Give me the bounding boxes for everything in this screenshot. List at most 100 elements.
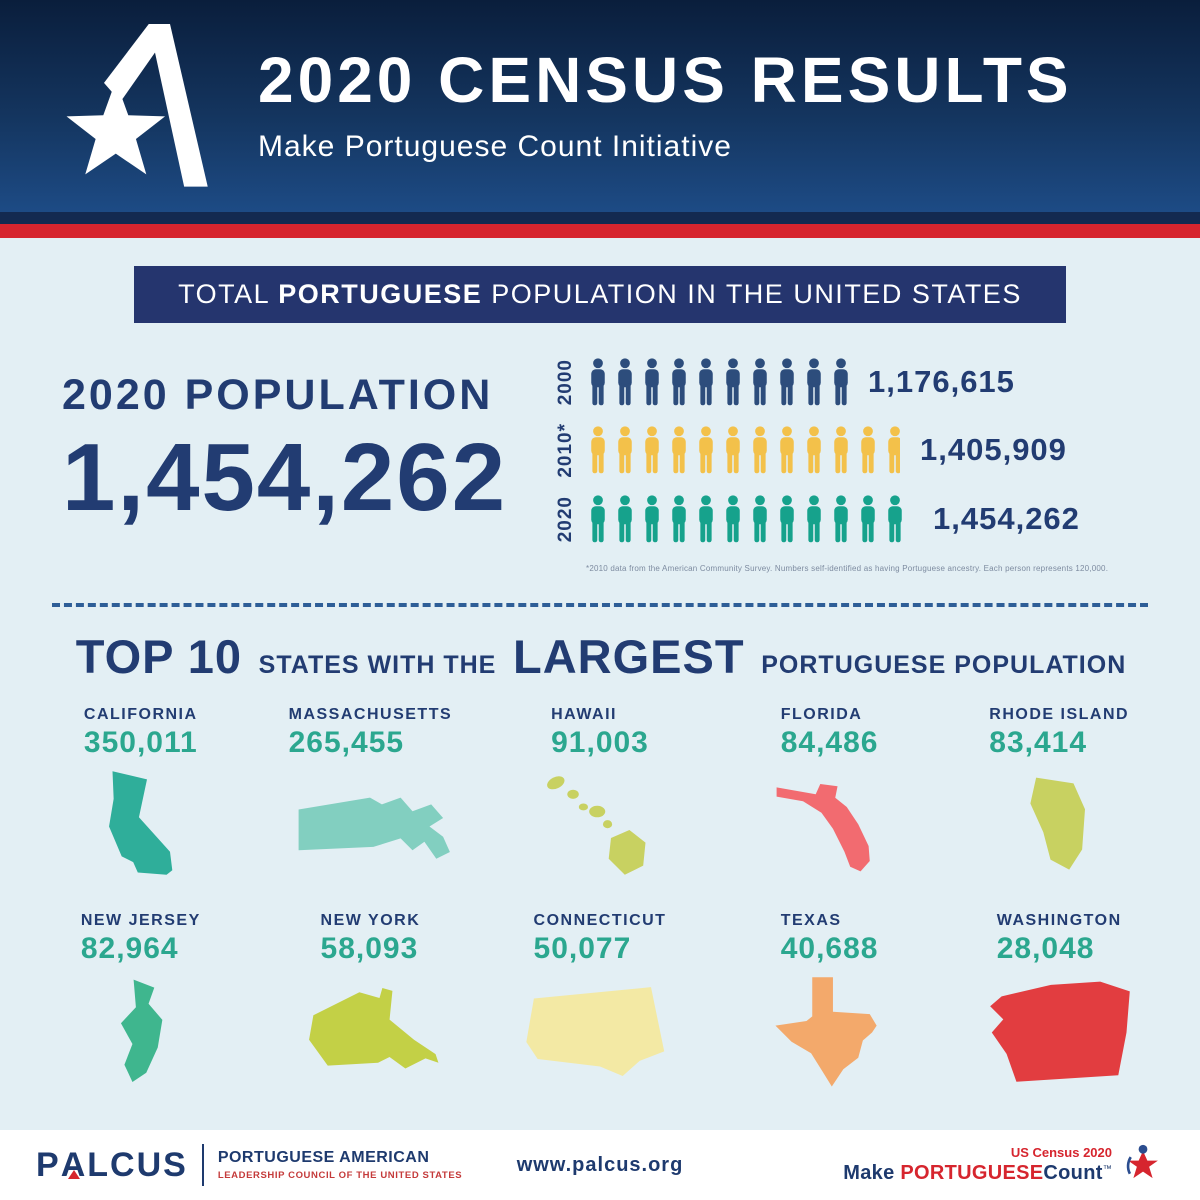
year-label: 2000 [555,358,576,406]
person-icon [586,357,610,407]
badge-make: Make [843,1162,895,1184]
person-icon-partial [910,494,913,544]
top10-heading-top10: TOP 10 [75,629,242,683]
palcus-wordmark: P A LCUS [36,1146,188,1185]
hawaii-map-icon [494,768,706,886]
person-icon [802,425,826,475]
pictogram-value: 1,405,909 [920,432,1067,468]
palcus-footer-logo: P A LCUS PORTUGUESE AMERICAN LEADERSHIP … [36,1144,462,1186]
new-york-map-icon [265,974,477,1092]
pictogram-row-2010: 2010* 1,405,909 [555,423,1150,478]
top10-heading-largest: LARGEST [513,629,745,683]
navy-band-divider [0,212,1200,224]
state-item-new-york: NEW YORK 58,093 [265,912,477,1092]
person-icon [883,494,907,544]
state-name: MASSACHUSETTS [288,705,453,723]
website-link[interactable]: www.palcus.org [516,1153,684,1176]
person-icon [829,425,853,475]
person-icon [613,357,637,407]
state-name: NEW YORK [320,911,421,929]
person-icon [748,494,772,544]
florida-map-icon [724,768,936,886]
person-icon [694,357,718,407]
state-population-value: 58,093 [320,931,419,965]
pictogram-value: 1,454,262 [933,500,1080,536]
texas-map-icon [724,974,936,1092]
total-population-banner: TOTAL PORTUGUESE POPULATION IN THE UNITE… [134,266,1066,323]
person-icon [721,494,745,544]
person-icon [748,357,772,407]
state-population-value: 265,455 [288,725,405,759]
pictogram-row-2000: 2000 1,176,615 [555,357,1150,407]
person-icon [775,425,799,475]
page-title: 2020 CENSUS RESULTS [258,44,1073,116]
state-name: HAWAII [551,705,617,723]
person-icon [586,425,610,475]
person-icon [667,494,691,544]
population-total-value: 1,454,262 [62,424,508,531]
org-name-line2: LEADERSHIP COUNCIL OF THE UNITED STATES [217,1170,463,1181]
dashed-divider [52,602,1148,607]
state-population-value: 91,003 [551,725,649,759]
wordmark-rest: LCUS [87,1145,188,1184]
person-icon [613,425,637,475]
person-icon [775,494,799,544]
person-icon-row [586,357,848,407]
state-item-california: CALIFORNIA 350,011 [35,706,247,886]
banner-text-bold: PORTUGUESE [278,279,483,309]
state-name: CONNECTICUT [533,911,667,929]
person-icon [721,357,745,407]
year-label: 2020 [555,495,576,542]
state-name: RHODE ISLAND [989,705,1130,723]
new-jersey-map-icon [35,974,247,1092]
state-name: WASHINGTON [996,911,1122,929]
header: 2020 CENSUS RESULTS Make Portuguese Coun… [0,0,1200,212]
wordmark-a: A [60,1145,88,1184]
person-icon [640,357,664,407]
state-population-value: 84,486 [780,725,879,759]
states-grid: CALIFORNIA 350,011 MASSACHUSETTS 265,455 HAW… [35,706,1165,1092]
top10-section: TOP 10 STATES WITH THE LARGEST PORTUGUES… [0,607,1200,1092]
badge-us-census: US Census 2020 [1010,1145,1112,1160]
badge-make-portuguese-count: Make PORTUGUESECount™ [843,1162,1112,1185]
palcus-star-logo-icon [62,23,212,189]
person-icon [640,494,664,544]
person-icon [721,425,745,475]
red-stripe-divider [0,224,1200,238]
census-badge: US Census 2020 Make PORTUGUESECount™ [843,1144,1164,1186]
top10-heading: TOP 10 STATES WITH THE LARGEST PORTUGUES… [0,633,1200,680]
state-item-connecticut: CONNECTICUT 50,077 [494,912,706,1092]
state-name: FLORIDA [780,705,863,723]
state-item-florida: FLORIDA 84,486 [724,706,936,886]
person-icon [640,425,664,475]
year-label: 2010* [555,423,576,478]
top10-heading-states: STATES WITH THE [258,650,497,679]
person-icon [586,494,610,544]
person-icon [694,494,718,544]
census-star-person-icon [1126,1144,1158,1179]
person-icon [802,357,826,407]
footer-divider [201,1144,204,1186]
population-label: 2020 POPULATION [62,371,494,419]
state-population-value: 28,048 [996,931,1095,965]
population-section: 2020 POPULATION 1,454,262 2000 1,176,615 2… [0,323,1200,573]
state-item-hawaii: HAWAII 91,003 [494,706,706,886]
state-name: TEXAS [780,911,842,929]
state-name: CALIFORNIA [83,705,198,723]
person-icon [667,357,691,407]
state-item-rhode-island: RHODE ISLAND 83,414 [953,706,1165,886]
state-name: NEW JERSEY [80,911,201,929]
person-icon [613,494,637,544]
badge-portuguese: PORTUGUESE [900,1162,1044,1184]
org-name-line1: PORTUGUESE AMERICAN [217,1149,430,1166]
person-icon [667,425,691,475]
person-icon-row [586,425,900,475]
rhode-island-map-icon [953,768,1165,886]
top10-heading-population: PORTUGUESE POPULATION [761,650,1127,679]
wordmark-p: P [36,1145,61,1184]
page-subtitle: Make Portuguese Count Initiative [258,130,732,163]
banner-text-pre: TOTAL [178,279,270,309]
person-icon [856,425,880,475]
chart-footnote: *2010 data from the American Community S… [586,563,1109,573]
